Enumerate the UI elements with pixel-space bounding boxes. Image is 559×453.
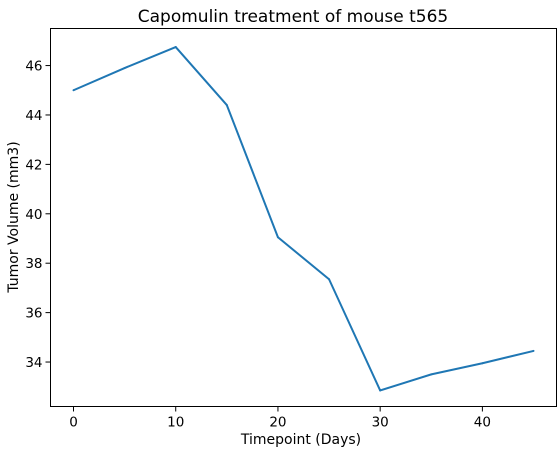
x-tick-label: 30 bbox=[372, 415, 389, 431]
data-point bbox=[72, 89, 75, 92]
series-layer bbox=[72, 46, 535, 392]
y-axis-ticks: 34 36 38 40 42 44 46 bbox=[25, 59, 51, 371]
x-axis-ticks: 0 10 20 30 40 bbox=[69, 406, 491, 431]
y-tick-label: 40 bbox=[25, 207, 42, 223]
plot-area bbox=[50, 28, 557, 407]
data-point bbox=[379, 389, 382, 392]
y-tick-label: 44 bbox=[25, 108, 42, 124]
y-axis-label: Tumor Volume (mm3) bbox=[6, 141, 22, 293]
chart-title: Capomulin treatment of mouse t565 bbox=[138, 7, 448, 27]
y-tick-label: 42 bbox=[25, 157, 42, 173]
x-tick-label: 10 bbox=[167, 415, 184, 431]
data-point bbox=[276, 236, 279, 239]
x-tick-label: 0 bbox=[69, 415, 78, 431]
x-tick-label: 20 bbox=[269, 415, 286, 431]
data-point bbox=[430, 373, 433, 376]
y-tick-label: 38 bbox=[25, 256, 42, 272]
y-tick-label: 34 bbox=[25, 355, 42, 371]
data-point bbox=[123, 67, 126, 70]
y-tick-label: 46 bbox=[25, 59, 42, 75]
data-point bbox=[174, 46, 177, 49]
data-point bbox=[532, 349, 535, 352]
data-point bbox=[481, 362, 484, 365]
x-axis-label: Timepoint (Days) bbox=[240, 432, 361, 448]
data-point bbox=[225, 104, 228, 107]
y-tick-label: 36 bbox=[25, 306, 42, 322]
x-tick-label: 40 bbox=[474, 415, 491, 431]
series-line bbox=[73, 46, 534, 392]
data-point bbox=[328, 278, 331, 281]
